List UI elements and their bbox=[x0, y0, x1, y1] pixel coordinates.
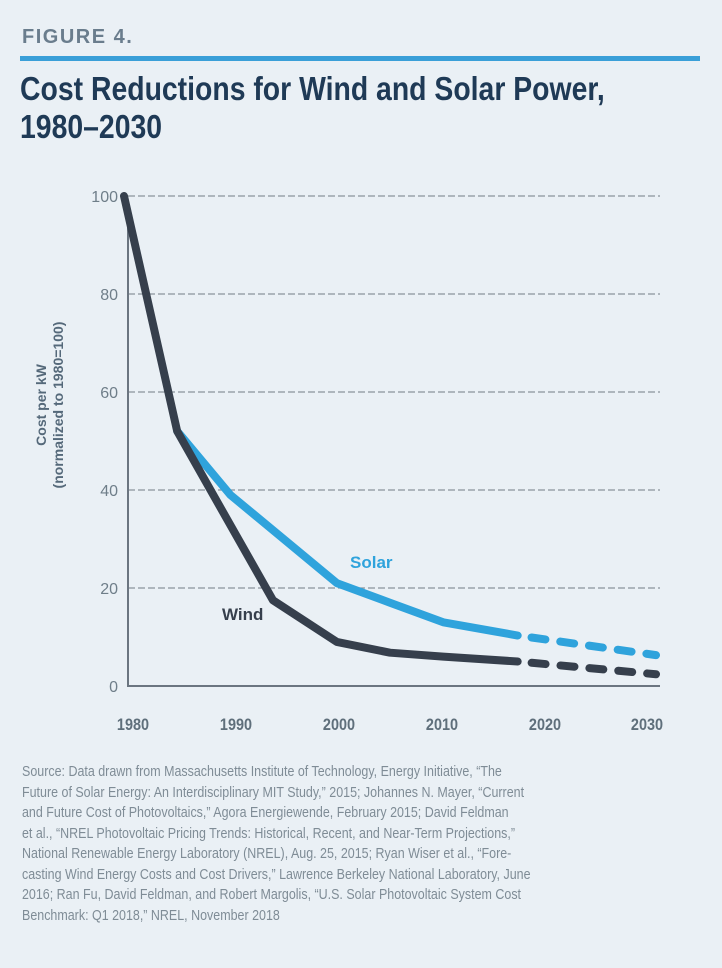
solar-projected-line bbox=[513, 631, 660, 660]
source-line: Future of Solar Energy: An Interdiscipli… bbox=[22, 784, 525, 801]
source-line: 2016; Ran Fu, David Feldman, and Robert … bbox=[22, 887, 522, 903]
solar-historical-line bbox=[173, 427, 522, 640]
line-chart: 0 20 40 60 80 100 1980 1990 2000 2010 2020 2030 So… bbox=[91, 189, 663, 734]
figure-label: FIGURE 4. bbox=[22, 26, 134, 48]
wind-series-label: Wind bbox=[222, 605, 263, 624]
chart-title-line2: 1980–2030 bbox=[20, 108, 163, 145]
x-tick-label: 2010 bbox=[426, 716, 458, 734]
axes bbox=[127, 200, 660, 687]
source-line: casting Wind Energy Costs and Cost Drive… bbox=[22, 866, 531, 883]
y-tick-label: 60 bbox=[100, 385, 118, 402]
x-tick-label: 1980 bbox=[117, 716, 149, 734]
x-tick-label: 2000 bbox=[323, 716, 355, 734]
source-line: National Renewable Energy Laboratory (NR… bbox=[22, 846, 512, 862]
source-line: and Future Cost of Photovoltaics,” Agora… bbox=[22, 805, 509, 821]
wind-historical-line bbox=[120, 192, 522, 666]
series-labels: Solar Wind bbox=[222, 553, 393, 624]
y-tick-label: 20 bbox=[100, 581, 118, 598]
x-tick-label: 2020 bbox=[529, 716, 561, 734]
x-tick-label: 1990 bbox=[220, 716, 252, 734]
wind-projected-line bbox=[513, 657, 660, 679]
accent-rule bbox=[20, 56, 700, 61]
y-tick-label: 40 bbox=[100, 483, 118, 500]
x-tick-labels: 1980 1990 2000 2010 2020 2030 bbox=[117, 716, 663, 734]
source-line: et al., “NREL Photovoltaic Pricing Trend… bbox=[22, 825, 515, 842]
solar-series-label: Solar bbox=[350, 553, 393, 572]
source-line: Source: Data drawn from Massachusetts In… bbox=[22, 764, 502, 780]
y-tick-label: 100 bbox=[91, 189, 118, 206]
gridlines bbox=[128, 195, 660, 589]
series-lines bbox=[120, 192, 660, 679]
y-tick-label: 80 bbox=[100, 287, 118, 304]
chart-title: Cost Reductions for Wind and Solar Power… bbox=[20, 70, 699, 146]
y-tick-label: 0 bbox=[109, 679, 118, 696]
chart-title-line1: Cost Reductions for Wind and Solar Power… bbox=[20, 70, 605, 107]
source-line: Benchmark: Q1 2018,” NREL, November 2018 bbox=[22, 907, 280, 924]
source-note: Source: Data drawn from Massachusetts In… bbox=[22, 762, 693, 926]
y-tick-labels: 0 20 40 60 80 100 bbox=[91, 189, 118, 696]
x-tick-label: 2030 bbox=[631, 716, 663, 734]
